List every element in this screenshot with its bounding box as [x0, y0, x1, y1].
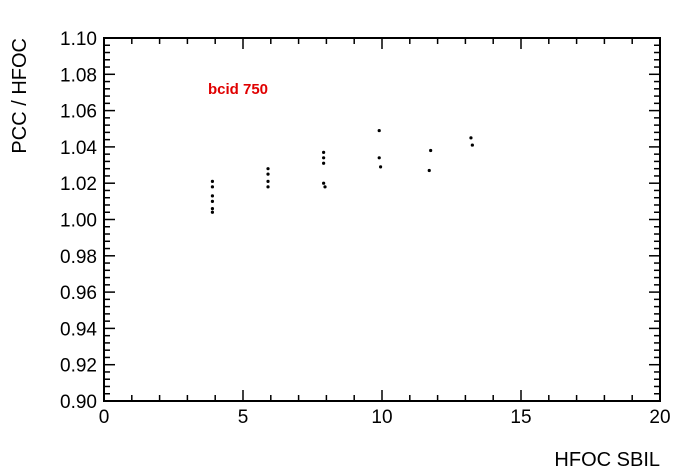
data-points	[210, 128, 474, 214]
data-point	[210, 199, 215, 203]
y-axis-title: PCC / HFOC	[9, 38, 31, 154]
y-tick-label: 0.96	[60, 283, 97, 304]
y-tick-label: 1.04	[60, 138, 97, 159]
tick-labels: 0 5 10 15 20 0.90 0.92 0.94 0.96 0.98 1.00 1.02 1.04…	[60, 29, 671, 428]
data-point	[322, 156, 326, 160]
data-point	[210, 207, 215, 211]
y-tick-label: 0.92	[60, 356, 97, 377]
data-point	[322, 181, 326, 185]
data-point	[322, 161, 326, 165]
data-point	[210, 179, 215, 183]
x-tick-label: 15	[510, 407, 531, 428]
data-point	[210, 194, 215, 198]
plot-frame	[103, 37, 661, 402]
x-tick-label: 10	[371, 407, 392, 428]
bcid-annotation: bcid 750	[208, 81, 268, 98]
y-tick-label: 1.08	[60, 65, 97, 86]
data-point	[429, 148, 433, 153]
data-point	[210, 210, 215, 214]
data-point	[266, 167, 270, 171]
axis-ticks	[103, 37, 661, 402]
data-point	[210, 185, 215, 189]
y-tick-label: 1.10	[60, 29, 97, 50]
data-point	[266, 172, 270, 176]
data-point	[469, 136, 473, 140]
data-point	[377, 156, 381, 160]
data-point	[266, 179, 270, 183]
data-point	[470, 143, 474, 147]
data-point	[379, 165, 383, 169]
y-tick-label: 0.98	[60, 247, 97, 268]
data-point	[266, 185, 270, 189]
data-point	[427, 168, 431, 173]
x-axis-title: HFOC SBIL	[554, 449, 660, 471]
y-tick-label: 1.02	[60, 174, 97, 195]
data-point	[323, 185, 327, 189]
y-tick-label: 0.90	[60, 392, 97, 413]
y-tick-label: 0.94	[60, 319, 97, 340]
y-tick-label: 1.00	[60, 211, 97, 232]
x-tick-label: 5	[238, 407, 249, 428]
y-tick-label: 1.06	[60, 102, 97, 123]
data-point	[322, 150, 326, 154]
x-tick-label: 0	[99, 407, 110, 428]
x-tick-label: 20	[649, 407, 670, 428]
data-point	[377, 128, 381, 133]
